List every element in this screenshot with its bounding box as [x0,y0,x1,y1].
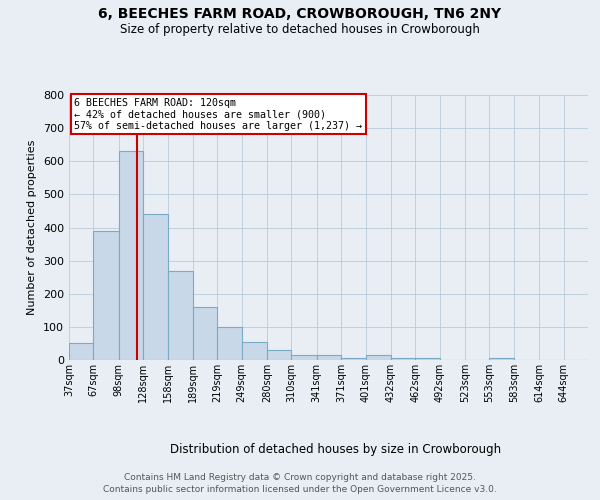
Text: Contains HM Land Registry data © Crown copyright and database right 2025.: Contains HM Land Registry data © Crown c… [124,472,476,482]
Bar [292,355,317,360]
Bar [341,358,365,360]
Text: 6, BEECHES FARM ROAD, CROWBOROUGH, TN6 2NY: 6, BEECHES FARM ROAD, CROWBOROUGH, TN6 2… [98,8,502,22]
Bar [94,231,119,360]
Bar [217,327,242,360]
Bar [242,342,267,360]
Bar [267,350,292,360]
Bar [193,307,217,360]
Y-axis label: Number of detached properties: Number of detached properties [28,140,37,315]
Bar [143,214,167,360]
Bar [69,344,94,360]
Bar [490,358,514,360]
Bar [415,358,440,360]
Bar [167,270,193,360]
Text: 6 BEECHES FARM ROAD: 120sqm
← 42% of detached houses are smaller (900)
57% of se: 6 BEECHES FARM ROAD: 120sqm ← 42% of det… [74,98,362,131]
Text: Contains public sector information licensed under the Open Government Licence v3: Contains public sector information licen… [103,485,497,494]
Text: Distribution of detached houses by size in Crowborough: Distribution of detached houses by size … [170,442,502,456]
Bar [365,355,391,360]
Bar [119,152,143,360]
Bar [391,358,415,360]
Text: Size of property relative to detached houses in Crowborough: Size of property relative to detached ho… [120,22,480,36]
Bar [317,355,341,360]
